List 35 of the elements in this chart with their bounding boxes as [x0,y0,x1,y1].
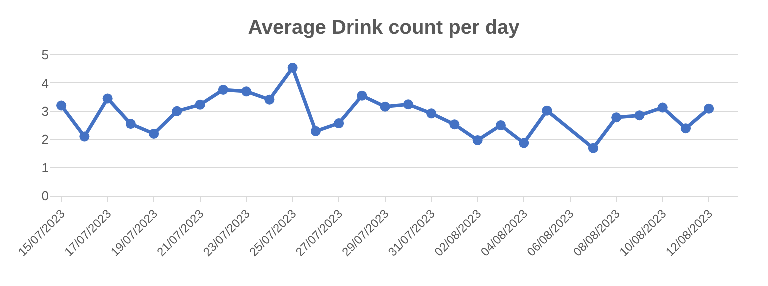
point [472,135,483,146]
point [195,100,206,110]
y-tick-label: 1 [42,160,49,176]
point [704,104,714,114]
point [634,110,645,121]
point [680,124,691,134]
point [426,108,437,119]
point [519,138,530,148]
point [102,94,113,104]
point [56,100,67,111]
point [80,132,90,142]
point [357,90,368,101]
point [380,102,390,112]
y-tick-label: 2 [42,132,49,148]
chart-title: Average Drink count per day [248,17,521,40]
point [542,106,552,116]
point [264,94,275,105]
point [218,84,228,95]
point [334,118,344,129]
y-tick-label: 0 [42,188,49,204]
point [496,120,506,130]
point [612,112,622,123]
point [450,120,460,130]
point [172,106,182,116]
point [288,62,298,73]
y-tick-label: 4 [42,76,49,91]
point [658,102,668,113]
y-tick-label: 5 [42,48,49,63]
point [310,126,321,136]
point [242,86,252,97]
y-tick-label: 3 [42,104,49,119]
point [403,100,414,110]
point [588,143,598,154]
point [149,128,160,139]
point [126,119,136,130]
